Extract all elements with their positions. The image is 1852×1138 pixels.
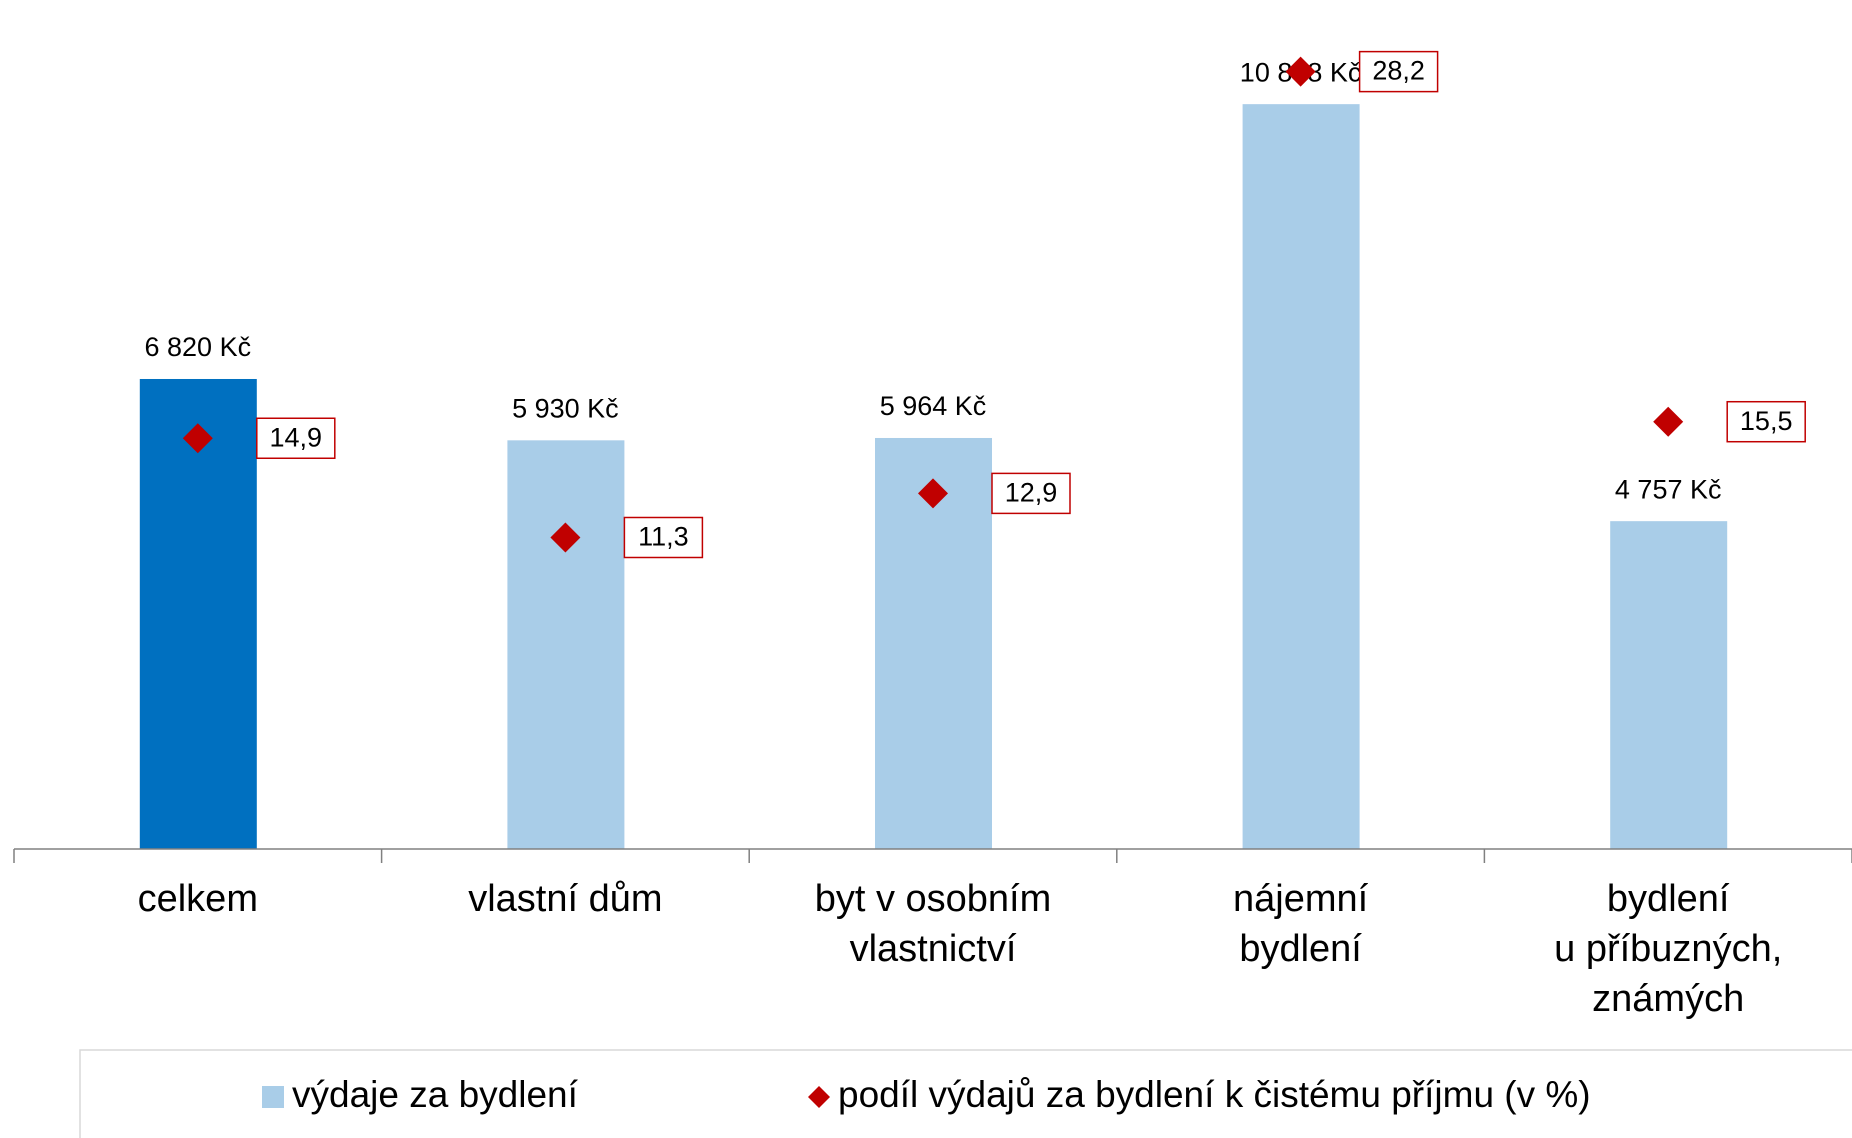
bar xyxy=(1610,521,1728,849)
x-tick-label: bydlení u příbuzných, známých xyxy=(1554,878,1782,1020)
legend-label: výdaje za bydlení xyxy=(292,1074,579,1115)
data-label: 15,5 xyxy=(1740,406,1793,436)
data-label: 14,9 xyxy=(270,422,323,452)
data-label-box xyxy=(256,417,336,460)
bar xyxy=(139,378,257,849)
x-tick-label: celkem xyxy=(138,878,258,920)
bar xyxy=(507,440,625,849)
bar-value-label: 5 964 Kč xyxy=(880,391,987,421)
marker xyxy=(918,478,948,509)
data-label-box xyxy=(1358,50,1439,93)
x-tick-label: nájemní bydlení xyxy=(1233,878,1369,970)
marker xyxy=(550,522,581,553)
data-label-box xyxy=(1726,400,1806,443)
marker xyxy=(1285,56,1316,87)
legend-swatch xyxy=(262,1086,284,1108)
bar xyxy=(1242,104,1360,849)
data-label: 12,9 xyxy=(1005,478,1058,508)
bar-value-label: 5 930 Kč xyxy=(512,393,619,423)
data-label: 28,2 xyxy=(1372,56,1425,86)
data-label-box xyxy=(991,472,1071,515)
data-label-box xyxy=(623,516,704,559)
x-tick-label: vlastní dům xyxy=(468,878,662,920)
x-tick-label: byt v osobním vlastnictví xyxy=(815,878,1052,970)
legend-box xyxy=(79,1049,1852,1138)
data-label: 11,3 xyxy=(638,522,689,552)
marker xyxy=(182,423,213,454)
legend-label: podíl výdajů za bydlení k čistému příjmu… xyxy=(838,1074,1591,1115)
marker xyxy=(1653,406,1684,437)
bar-value-label: 4 757 Kč xyxy=(1615,474,1722,504)
legend-swatch xyxy=(808,1086,830,1108)
bar-value-label: 6 820 Kč xyxy=(145,332,252,362)
